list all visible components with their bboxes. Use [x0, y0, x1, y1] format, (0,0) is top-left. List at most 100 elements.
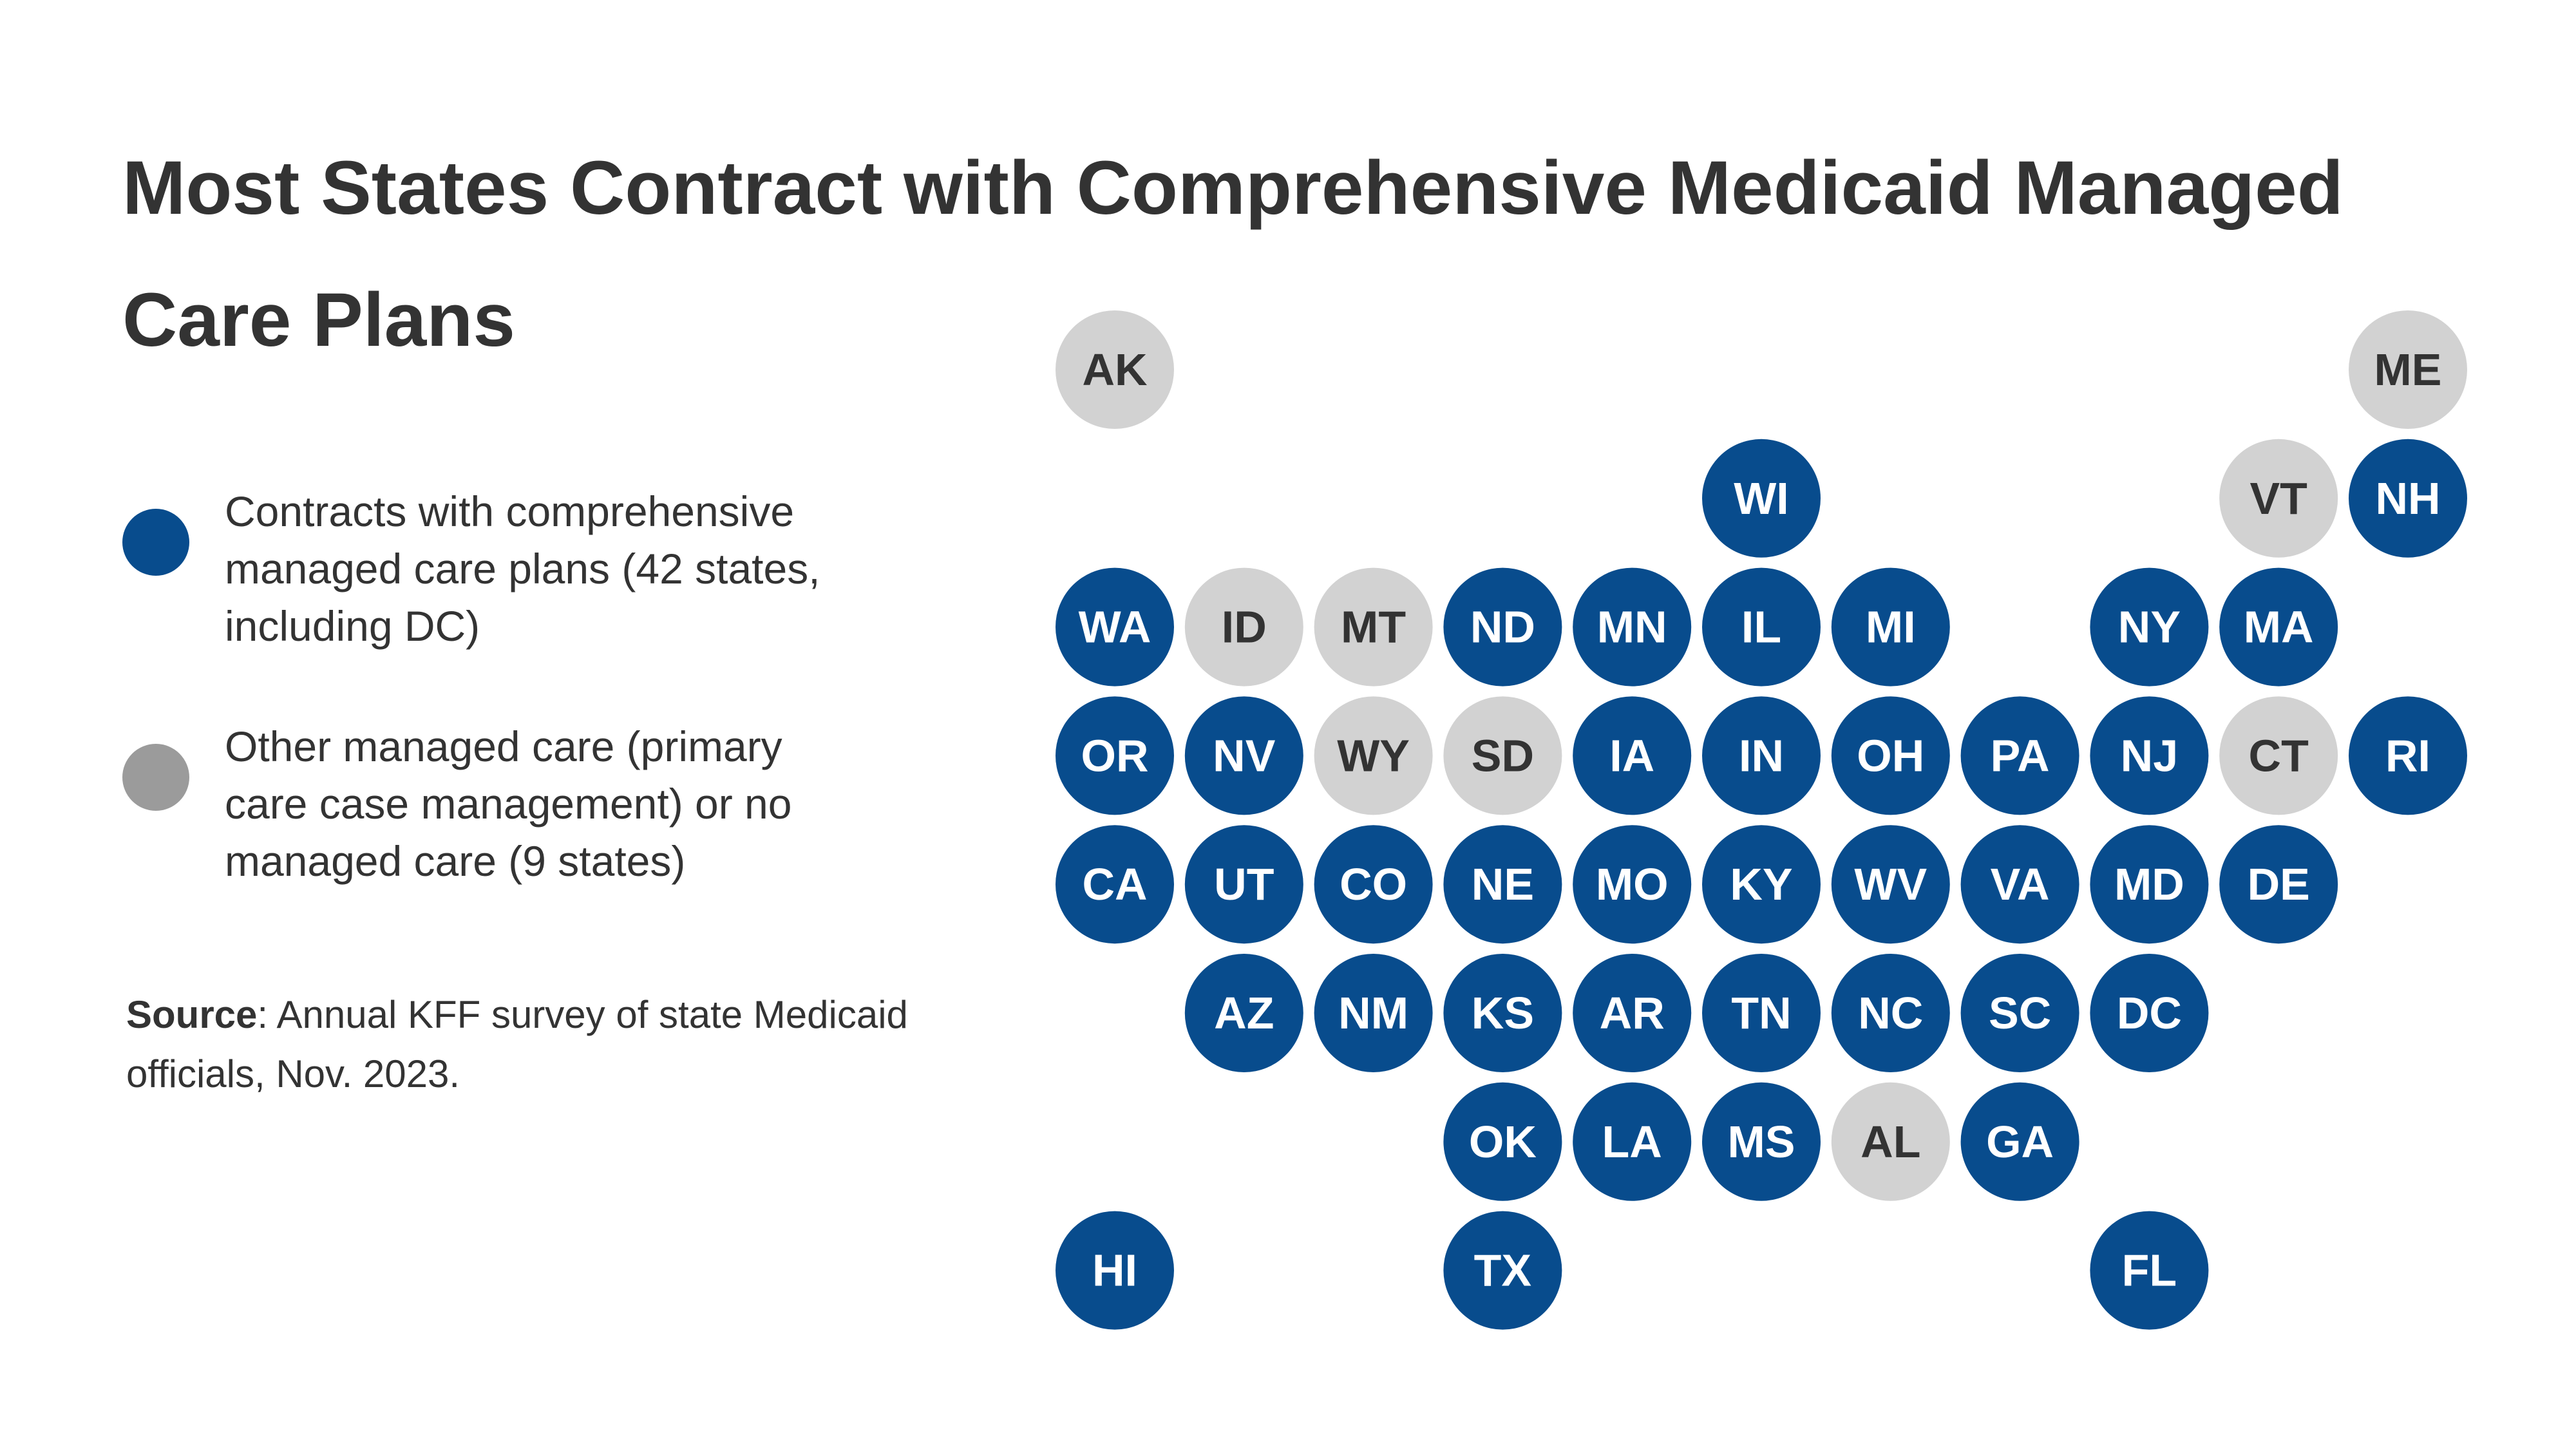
state-tile: [1573, 567, 1692, 687]
legend-label: Contracts with comprehensive managed car…: [225, 488, 820, 650]
state-label: LA: [1602, 1117, 1662, 1167]
state-tile: [2349, 439, 2467, 558]
state-tile: [1314, 696, 1433, 815]
state-tile: [1056, 696, 1174, 815]
state-label: SC: [1989, 988, 2051, 1038]
state-tile: [1184, 825, 1303, 944]
source: Source: Annual KFF survey of state Medic…: [126, 985, 951, 1104]
state-tile: [1960, 825, 2079, 944]
state-label: CO: [1340, 859, 1407, 909]
state-tile: [1702, 1082, 1821, 1201]
state-label: IL: [1741, 602, 1781, 652]
state-label: WA: [1079, 602, 1151, 652]
state-label: MO: [1596, 859, 1669, 909]
state-tile: [1443, 567, 1562, 687]
state-label: KS: [1472, 988, 1534, 1038]
state-tile: [1960, 696, 2079, 815]
state-label: IA: [1609, 730, 1654, 781]
state-label: FL: [2122, 1245, 2177, 1296]
state-label: WY: [1337, 730, 1410, 781]
state-tile: [2219, 439, 2338, 558]
state-tile: [1443, 954, 1562, 1072]
state-label: KY: [1730, 859, 1792, 909]
state-label: OK: [1469, 1117, 1537, 1167]
state-label: TX: [1474, 1245, 1532, 1296]
state-label: TN: [1731, 988, 1791, 1038]
state-tile: [1831, 825, 1950, 944]
state-label: OH: [1857, 730, 1924, 781]
state-label: CT: [2249, 730, 2309, 781]
state-tile: [1056, 1211, 1174, 1330]
state-tile: [2349, 310, 2467, 429]
state-tile: [1443, 696, 1562, 815]
state-tile: [2090, 696, 2209, 815]
state-label: MS: [1728, 1117, 1795, 1167]
state-label: DC: [2117, 988, 2182, 1038]
state-tile: [1443, 825, 1562, 944]
state-tile: [1702, 696, 1821, 815]
legend-label: Other managed care (primary care case ma…: [225, 723, 792, 885]
legend-item: Other managed care (primary care case ma…: [122, 718, 1024, 890]
state-label: SD: [1472, 730, 1534, 781]
state-tile: [1056, 310, 1174, 429]
state-tile: [1314, 567, 1433, 687]
state-label: CA: [1082, 859, 1147, 909]
state-tile: [1314, 954, 1433, 1072]
state-tile: [1184, 954, 1303, 1072]
state-tile: [1573, 1082, 1692, 1201]
state-label: VT: [2249, 473, 2307, 524]
state-tile: [1184, 696, 1303, 815]
state-tile: [1573, 825, 1692, 944]
state-label: DE: [2248, 859, 2310, 909]
state-label: GA: [1986, 1117, 2054, 1167]
state-label: NY: [2118, 602, 2181, 652]
title: Most States Contract with Comprehensive …: [122, 146, 2344, 363]
state-label: IN: [1739, 730, 1784, 781]
state-label: MD: [2114, 859, 2184, 909]
state-label: UT: [1214, 859, 1274, 909]
legend-swatch: [122, 744, 189, 811]
state-label: VA: [1991, 859, 2050, 909]
state-label: RI: [2385, 730, 2430, 781]
state-tile: [1831, 696, 1950, 815]
state-label: ND: [1470, 602, 1535, 652]
state-label: NC: [1858, 988, 1923, 1038]
state-label: ME: [2374, 345, 2442, 395]
source-text: : Annual KFF survey of state Medicaid of…: [126, 993, 908, 1095]
state-label: NJ: [2121, 730, 2178, 781]
state-tile: [1702, 439, 1821, 558]
state-tile: [1831, 567, 1950, 687]
state-tile: [2090, 954, 2209, 1072]
state-label: ID: [1222, 602, 1267, 652]
state-tile: [1702, 825, 1821, 944]
state-label: NE: [1472, 859, 1534, 909]
state-label: PA: [1991, 730, 2050, 781]
source-label: Source: [126, 993, 258, 1036]
state-tile: [1443, 1082, 1562, 1201]
state-tile: [1056, 825, 1174, 944]
state-tile: [1184, 567, 1303, 687]
state-tile: [1831, 1082, 1950, 1201]
state-label: AL: [1861, 1117, 1920, 1167]
state-tile: [2090, 825, 2209, 944]
state-label: MI: [1866, 602, 1916, 652]
state-tile: [1702, 567, 1821, 687]
state-tile: [2219, 696, 2338, 815]
legend-item: Contracts with comprehensive managed car…: [122, 483, 1024, 655]
state-label: HI: [1092, 1245, 1137, 1296]
state-label: MT: [1341, 602, 1406, 652]
state-label: WV: [1854, 859, 1927, 909]
state-tile: [1960, 954, 2079, 1072]
state-tile: [1573, 696, 1692, 815]
state-tile: [2349, 696, 2467, 815]
state-tile: [1314, 825, 1433, 944]
state-tile: [1831, 954, 1950, 1072]
state-label: WI: [1734, 473, 1789, 524]
state-label: AZ: [1214, 988, 1274, 1038]
legend-swatch: [122, 509, 189, 576]
state-label: NM: [1338, 988, 1408, 1038]
state-tile: [2219, 825, 2338, 944]
state-tile: [1960, 1082, 2079, 1201]
state-label: NH: [2375, 473, 2440, 524]
